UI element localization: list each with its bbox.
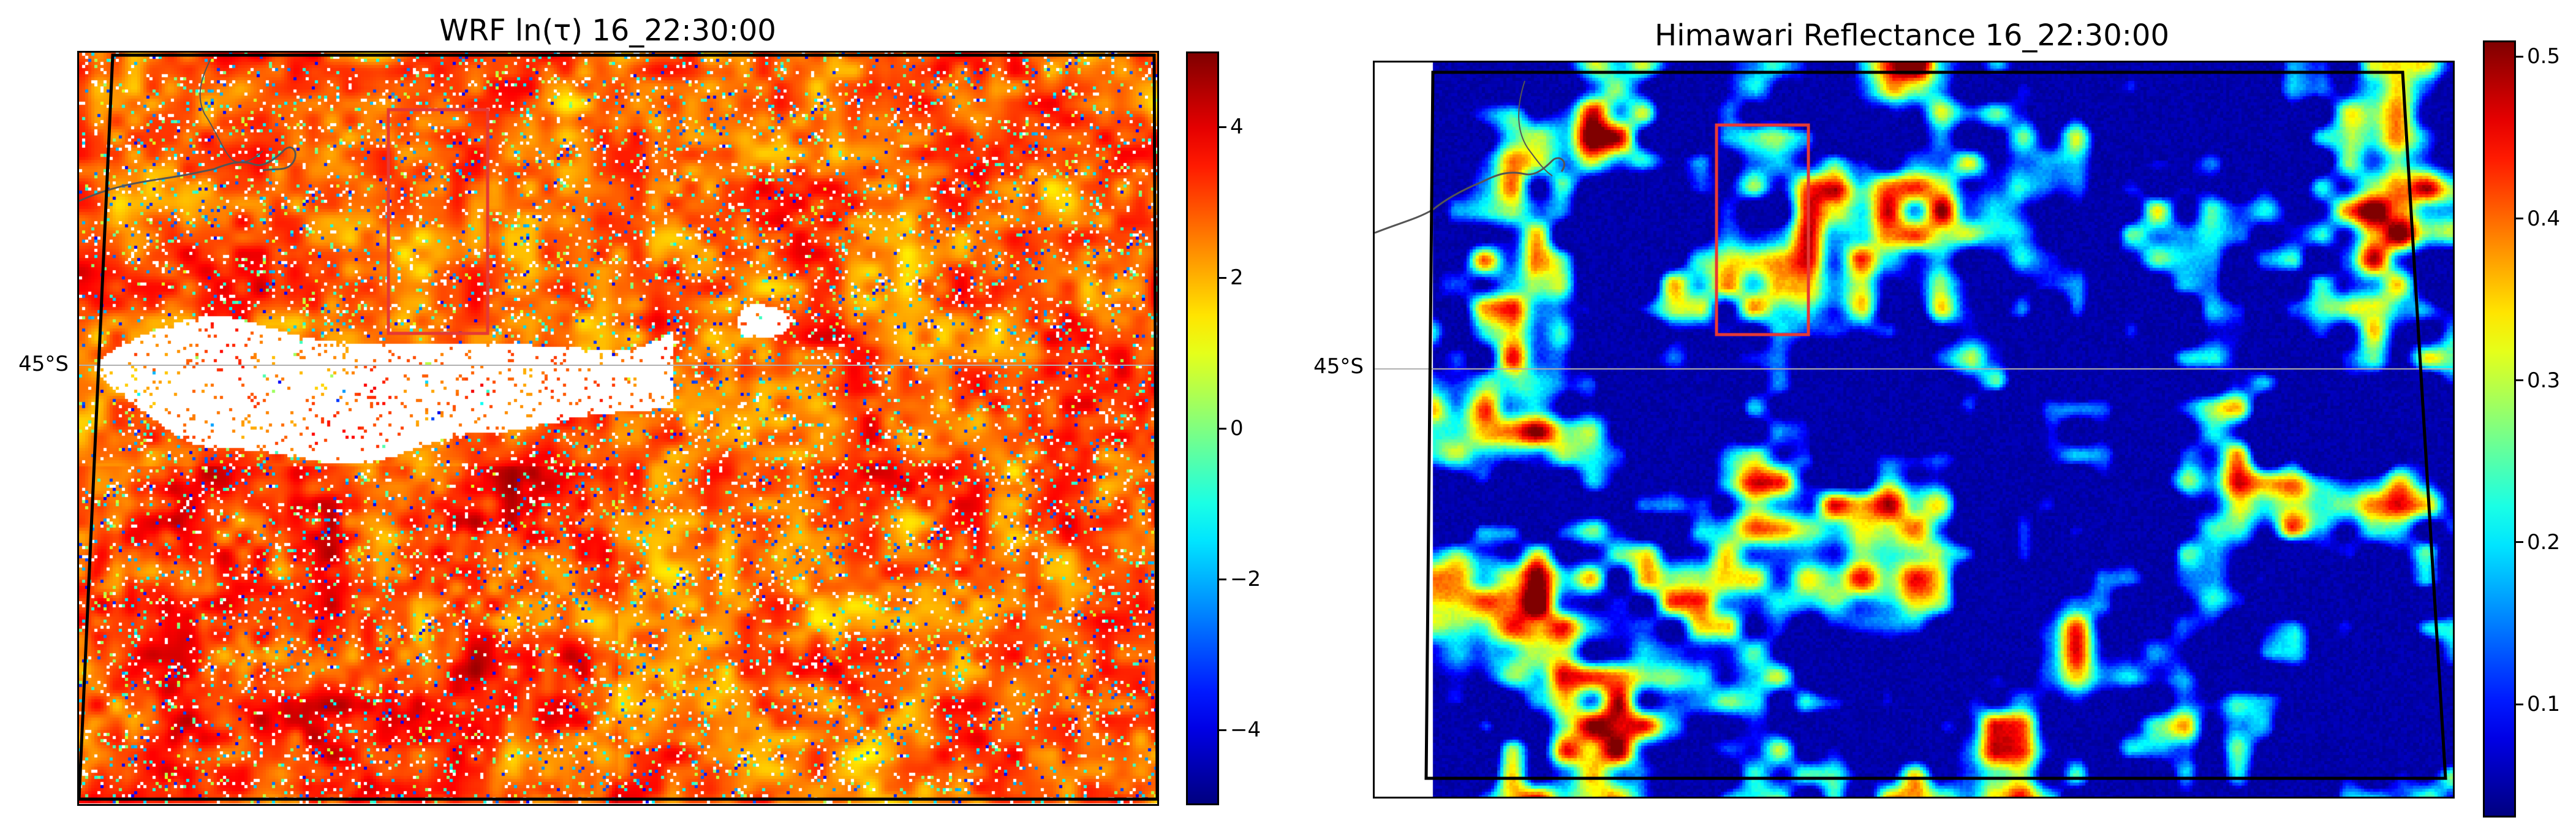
left-domain-outline: [79, 53, 1157, 801]
colorbar-tick: [2516, 218, 2523, 220]
colorbar-tick-label: 0.1: [2527, 692, 2561, 717]
right-colorbar: [2483, 40, 2516, 818]
right-coastline: [1375, 157, 1566, 234]
left-map: [77, 51, 1159, 806]
colorbar-tick-label: 0: [1230, 416, 1244, 441]
left-highlight-box: [387, 108, 489, 335]
colorbar-tick: [1219, 427, 1226, 430]
colorbar-tick: [2516, 55, 2523, 58]
colorbar-tick: [2516, 703, 2523, 705]
colorbar-tick-label: −2: [1230, 567, 1261, 591]
colorbar-tick: [2516, 379, 2523, 382]
left-coastline-inland: [199, 58, 263, 163]
left-map-field: [79, 53, 1157, 804]
colorbar-tick-label: 0.2: [2527, 529, 2561, 555]
right-map-overlay: [1375, 70, 2453, 780]
right-map: [1373, 61, 2455, 799]
colorbar-tick: [1219, 729, 1226, 731]
right-domain-outline: [1424, 70, 2447, 780]
colorbar-tick-label: 4: [1230, 115, 1244, 139]
left-lat-label: 45°S: [18, 352, 69, 376]
left-colorbar: [1186, 51, 1219, 805]
colorbar-tick-label: −4: [1230, 718, 1261, 742]
colorbar-tick: [1219, 578, 1226, 580]
left-map-overlay: [79, 53, 1157, 801]
colorbar-tick-label: 0.3: [2527, 368, 2561, 393]
right-panel-title: Himawari Reflectance 16_22:30:00: [1655, 18, 2169, 53]
right-map-field: [1375, 63, 2453, 797]
right-highlight-box: [1715, 123, 1810, 336]
colorbar-tick: [1219, 276, 1226, 279]
colorbar-tick: [1219, 126, 1226, 128]
colorbar-tick-label: 2: [1230, 265, 1244, 290]
colorbar-tick: [2516, 541, 2523, 544]
right-lat-label: 45°S: [1313, 354, 1364, 379]
left-coastline: [79, 146, 297, 202]
left-panel-title: WRF ln(τ) 16_22:30:00: [439, 13, 776, 48]
colorbar-tick-label: 0.4: [2527, 206, 2561, 231]
right-coastline-inland: [1518, 80, 1553, 176]
colorbar-tick-label: 0.5: [2527, 44, 2561, 69]
